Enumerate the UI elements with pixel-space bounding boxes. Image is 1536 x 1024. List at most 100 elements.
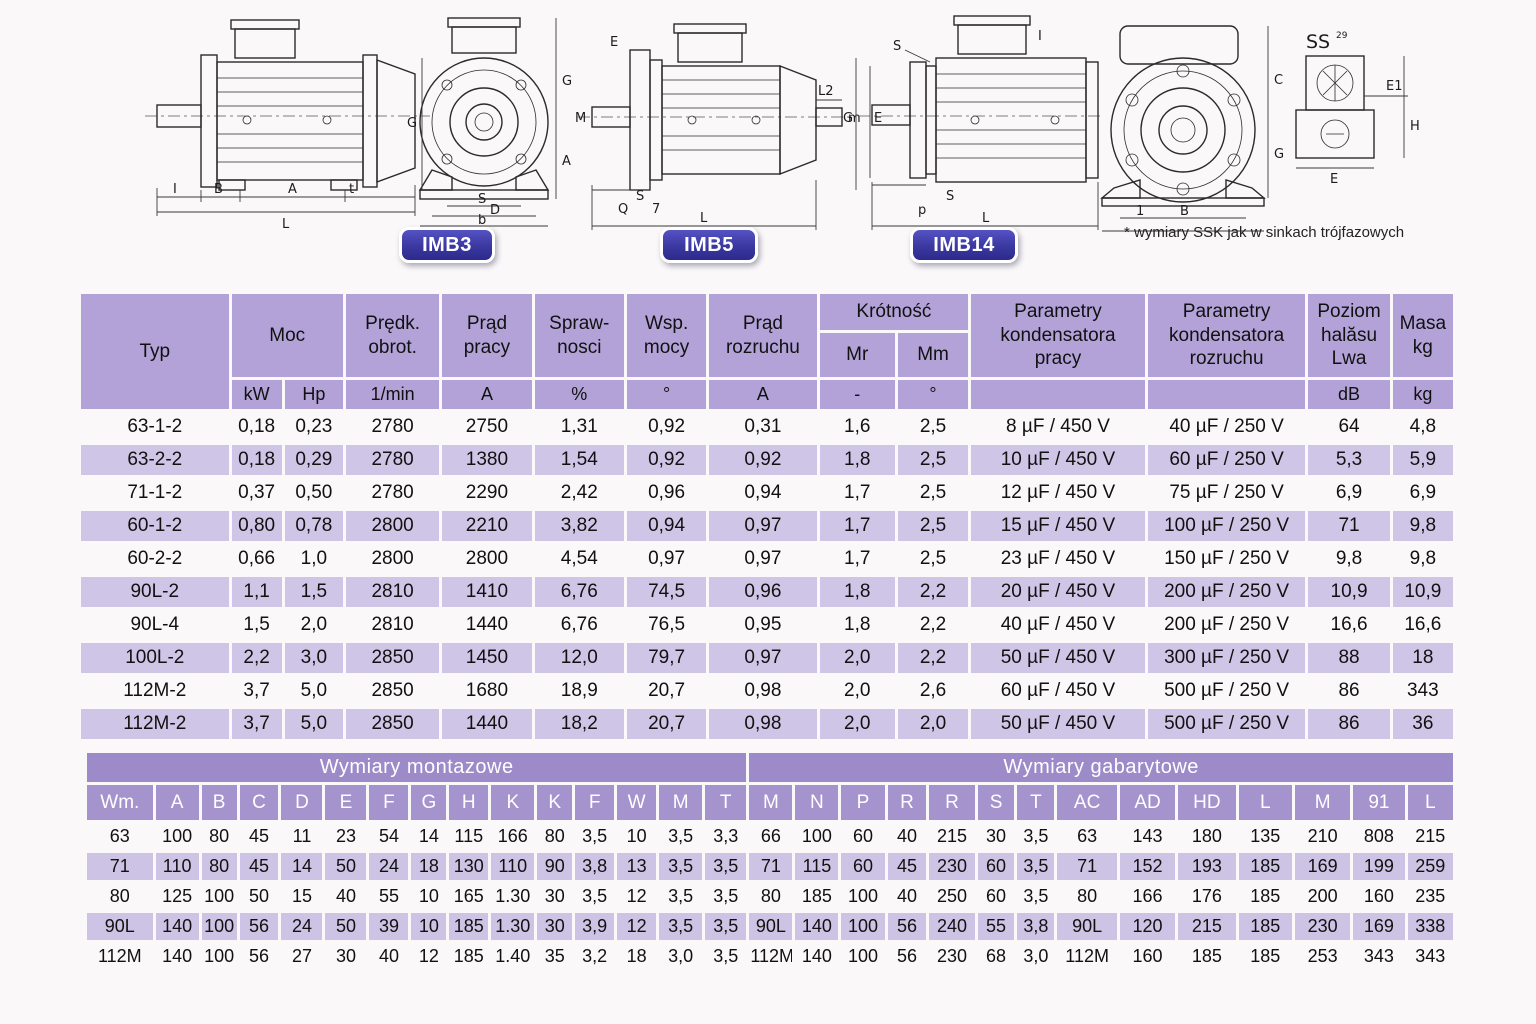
table-cell: 35 [544, 946, 565, 966]
table-cell: 80 [209, 826, 230, 846]
table-cell: 3,5 [668, 826, 694, 846]
column-letter: G [411, 785, 447, 820]
table-cell: 45 [887, 853, 927, 880]
table-cell: 185 [1250, 946, 1281, 966]
table-cell: 75 µF / 250 V [1169, 482, 1284, 503]
table-cell: 0,98 [709, 709, 817, 739]
table-cell: 80 [201, 853, 237, 880]
column-letter: M [1294, 785, 1351, 820]
svg-text:p: p [918, 203, 926, 218]
table-cell: 0,66 [238, 548, 276, 569]
table-cell: 140 [795, 913, 839, 940]
table-cell: 160 [1132, 946, 1163, 966]
table-cell: 0,18 [238, 416, 276, 437]
table-cell: 169 [1353, 913, 1405, 940]
table-cell: 0,50 [295, 482, 333, 503]
svg-text:29: 29 [1336, 31, 1348, 41]
table-cell: 125 [162, 886, 193, 906]
table-cell: 185 [449, 913, 489, 940]
table-cell: 30 [537, 913, 573, 940]
table-cell: 60 [841, 853, 885, 880]
table-cell: 3,7 [243, 680, 270, 701]
table-row: 90L-2 1,1 1,5 2810 1410 6,76 74,5 0,96 1,8 2,2 20 … [81, 577, 1453, 607]
table-cell: 12,0 [534, 643, 624, 673]
svg-text:E: E [874, 111, 882, 126]
table-cell: 2750 [465, 416, 509, 437]
svg-text:1: 1 [1136, 204, 1144, 219]
column-letter: H [449, 785, 489, 820]
table-cell: 30 [986, 826, 1007, 846]
table-cell: 2,5 [897, 445, 969, 475]
column-letter: R [887, 785, 927, 820]
column-letter: T [1017, 785, 1055, 820]
table-row: 112M-2 3,7 5,0 2850 1680 18,9 20,7 0,98 2,0 2,6 60… [81, 676, 1453, 706]
table-cell: 50 µF / 450 V [971, 643, 1145, 673]
table-cell: 338 [1407, 913, 1453, 940]
table-cell: 176 [1191, 886, 1222, 906]
table-cell: 15 [291, 886, 312, 906]
table-cell: 112M [750, 946, 793, 966]
svg-text:L: L [282, 217, 290, 232]
table-cell: 6,76 [560, 614, 598, 635]
table-cell: 300 µF / 250 V [1147, 643, 1306, 673]
imb3-side-drawing: I B A t L [145, 19, 430, 232]
table-row: 112M 140 100 56 27 30 40 12 185 1.40 35 3,2 18 3,0 3,5… [87, 943, 1453, 970]
column-letter: K [491, 785, 535, 820]
table-cell: 180 [1191, 826, 1222, 846]
table-cell: 0,98 [744, 680, 782, 701]
table-cell: 40 [896, 886, 917, 906]
table-cell: 253 [1307, 946, 1338, 966]
table-cell: 18 [626, 946, 647, 966]
table-row: 112M-2 3,7 5,0 2850 1440 18,2 20,7 0,98 2,0 2,0 50… [81, 709, 1453, 739]
table-cell: 130 [449, 853, 489, 880]
table-cell: 2810 [371, 614, 414, 635]
imb5-side-drawing: E M S Q 7 L L2 m [575, 23, 861, 230]
table-cell: 165 [453, 886, 484, 906]
table-cell: 3,0 [284, 643, 343, 673]
table-cell: 13 [617, 853, 657, 880]
parameters-table-body: 63-1-2 0,18 0,23 2780 2750 1,31 0,92 0,31 1,6 2,5… [81, 412, 1453, 739]
table-cell: 110 [491, 853, 535, 880]
svg-text:b: b [478, 213, 486, 228]
table-cell: 152 [1119, 853, 1176, 880]
table-cell: 115 [454, 826, 484, 846]
svg-text:B: B [1180, 204, 1189, 219]
table-cell: 1,54 [534, 445, 624, 475]
col-header-poziom-halasu: Poziom halăsu Lwa [1308, 294, 1390, 377]
table-row: 60-2-2 0,66 1,0 2800 2800 4,54 0,97 0,97 1,7 2,5 2… [81, 544, 1453, 574]
table-cell: 18,9 [560, 680, 598, 701]
table-cell: 185 [1238, 853, 1292, 880]
table-cell: 18 [411, 853, 447, 880]
col-header-sprawnosc: Spraw- nosci [534, 294, 624, 377]
table-cell: 2780 [371, 416, 414, 437]
unit-cell: Hp [284, 380, 343, 409]
table-cell: 1,5 [284, 577, 343, 607]
table-cell: 1380 [442, 445, 532, 475]
table-cell: 90 [537, 853, 573, 880]
table-cell: 90L-4 [130, 614, 180, 635]
table-cell: 0,23 [295, 416, 333, 437]
table-cell: 30 [335, 946, 356, 966]
imb14-badge: IMB14 [910, 227, 1018, 263]
table-row: 90L-4 1,5 2,0 2810 1440 6,76 76,5 0,95 1,8 2,2 40 … [81, 610, 1453, 640]
table-cell: 2,2 [919, 614, 947, 635]
table-cell: 3,5 [1023, 826, 1049, 846]
table-row: 90L 140 100 56 24 50 39 10 185 1.30 30 3,9 12 3,5 3,5 9… [87, 913, 1453, 940]
table-cell: 45 [248, 826, 270, 846]
table-cell: 1450 [442, 643, 532, 673]
table-cell: 143 [1132, 826, 1163, 846]
svg-text:S: S [478, 192, 486, 207]
table-cell: 45 [239, 853, 279, 880]
table-cell: 1.30 [491, 913, 535, 940]
table-cell: 90L-2 [81, 577, 229, 607]
table-cell: 60-1-2 [81, 511, 229, 541]
table-cell: 808 [1363, 826, 1394, 846]
table-row: 60-1-2 0,80 0,78 2800 2210 3,82 0,94 0,97 1,7 2,5… [81, 511, 1453, 541]
table-cell: 54 [378, 826, 399, 846]
column-letter: W [617, 785, 657, 820]
unit-cell: dB [1308, 380, 1390, 409]
table-cell: 1.40 [495, 946, 531, 966]
table-cell: 14 [281, 853, 323, 880]
table-cell: 60 µF / 450 V [1000, 680, 1116, 701]
table-cell: 60 [977, 853, 1015, 880]
